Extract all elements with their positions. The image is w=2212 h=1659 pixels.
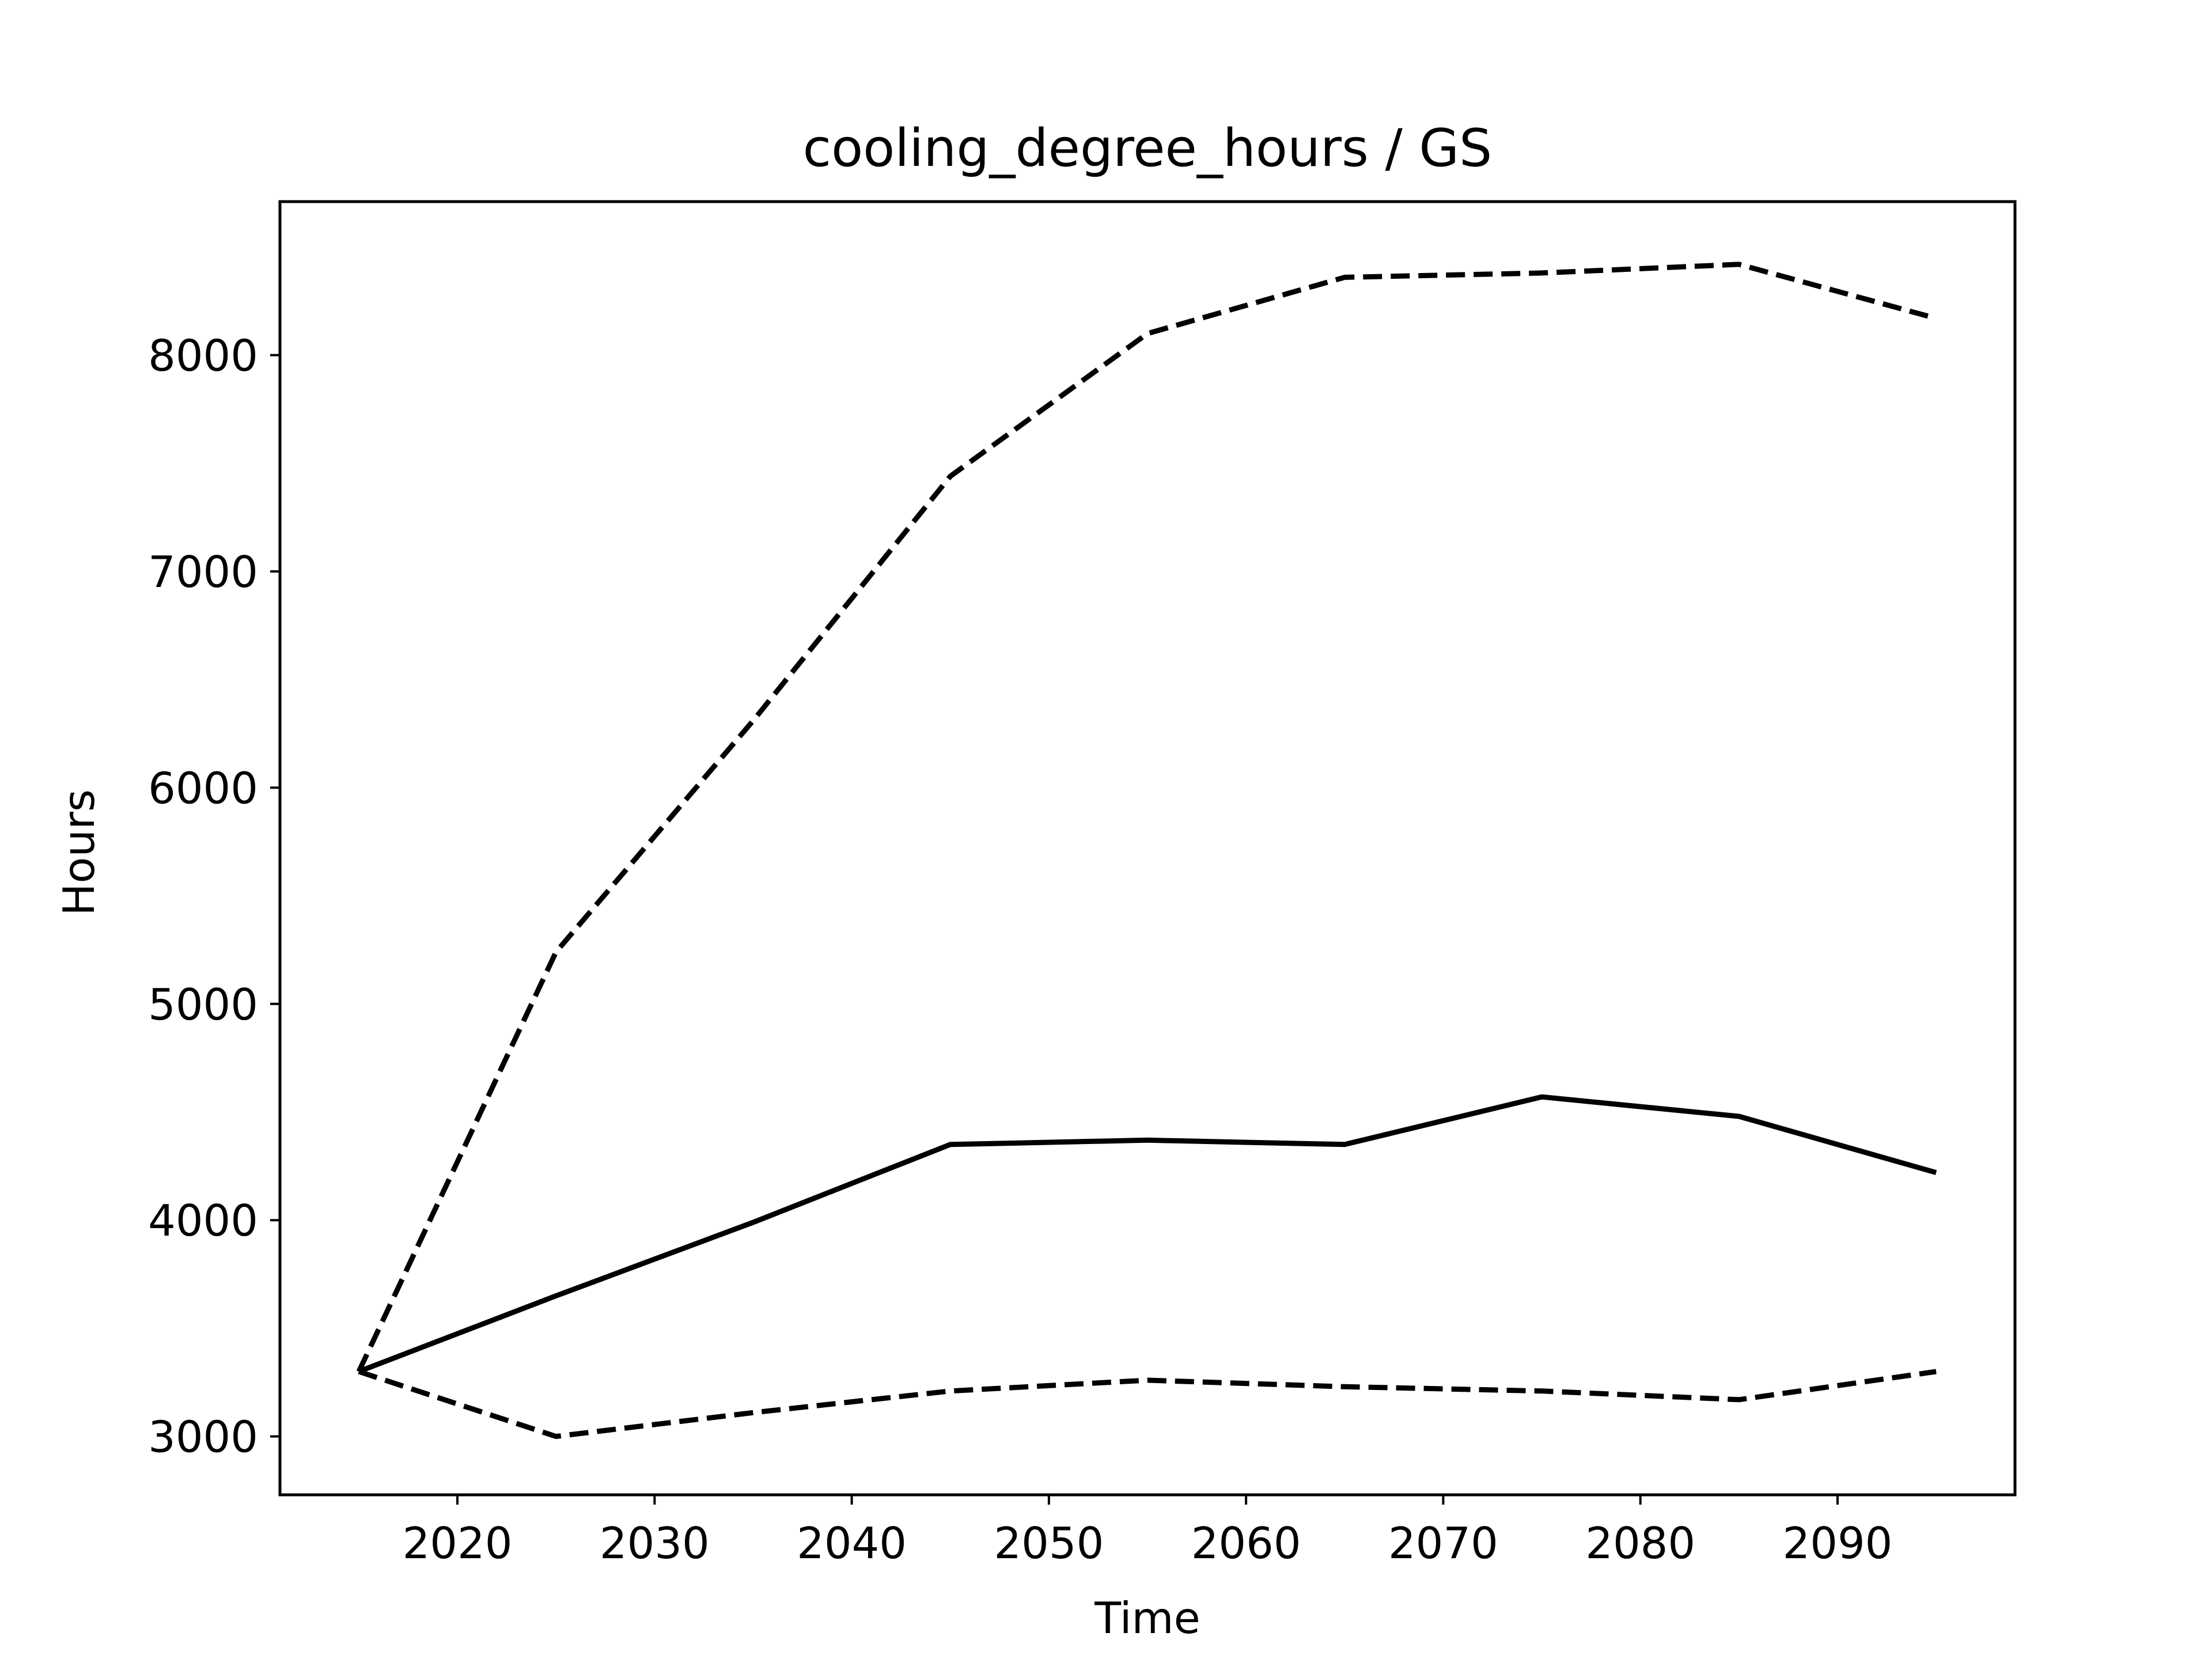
y-axis-title: Hours — [54, 789, 104, 916]
y-tick-label: 5000 — [148, 979, 258, 1030]
series-line-lower — [358, 1369, 1937, 1440]
x-tick-label: 2080 — [1585, 1518, 1695, 1569]
chart-title: cooling_degree_hours / GS — [803, 118, 1493, 179]
y-tick-label: 8000 — [148, 331, 258, 381]
x-tick-label: 2060 — [1191, 1518, 1301, 1569]
x-axis-title: Time — [1094, 1593, 1200, 1643]
y-tick-label: 6000 — [148, 763, 258, 813]
y-tick-label: 3000 — [148, 1412, 258, 1463]
x-tick-label: 2020 — [403, 1518, 513, 1569]
series-line-upper — [356, 262, 1937, 1373]
x-tick-label: 2030 — [600, 1518, 710, 1569]
plot-frame — [278, 200, 2017, 1497]
x-tick-label: 2070 — [1388, 1518, 1498, 1569]
x-tick-label: 2040 — [797, 1518, 907, 1569]
y-tick-label: 4000 — [148, 1195, 258, 1246]
x-tick-label: 2090 — [1783, 1518, 1893, 1569]
y-axis: 3000 4000 5000 6000 7000 8000 — [148, 331, 280, 1463]
x-tick-label: 2050 — [994, 1518, 1104, 1569]
y-tick-label: 7000 — [148, 547, 258, 597]
series-line-mean — [358, 1094, 1937, 1374]
series-layer — [356, 262, 1937, 1440]
x-axis: 2020 2030 2040 2050 2060 2070 2080 2090 — [403, 1495, 1893, 1569]
